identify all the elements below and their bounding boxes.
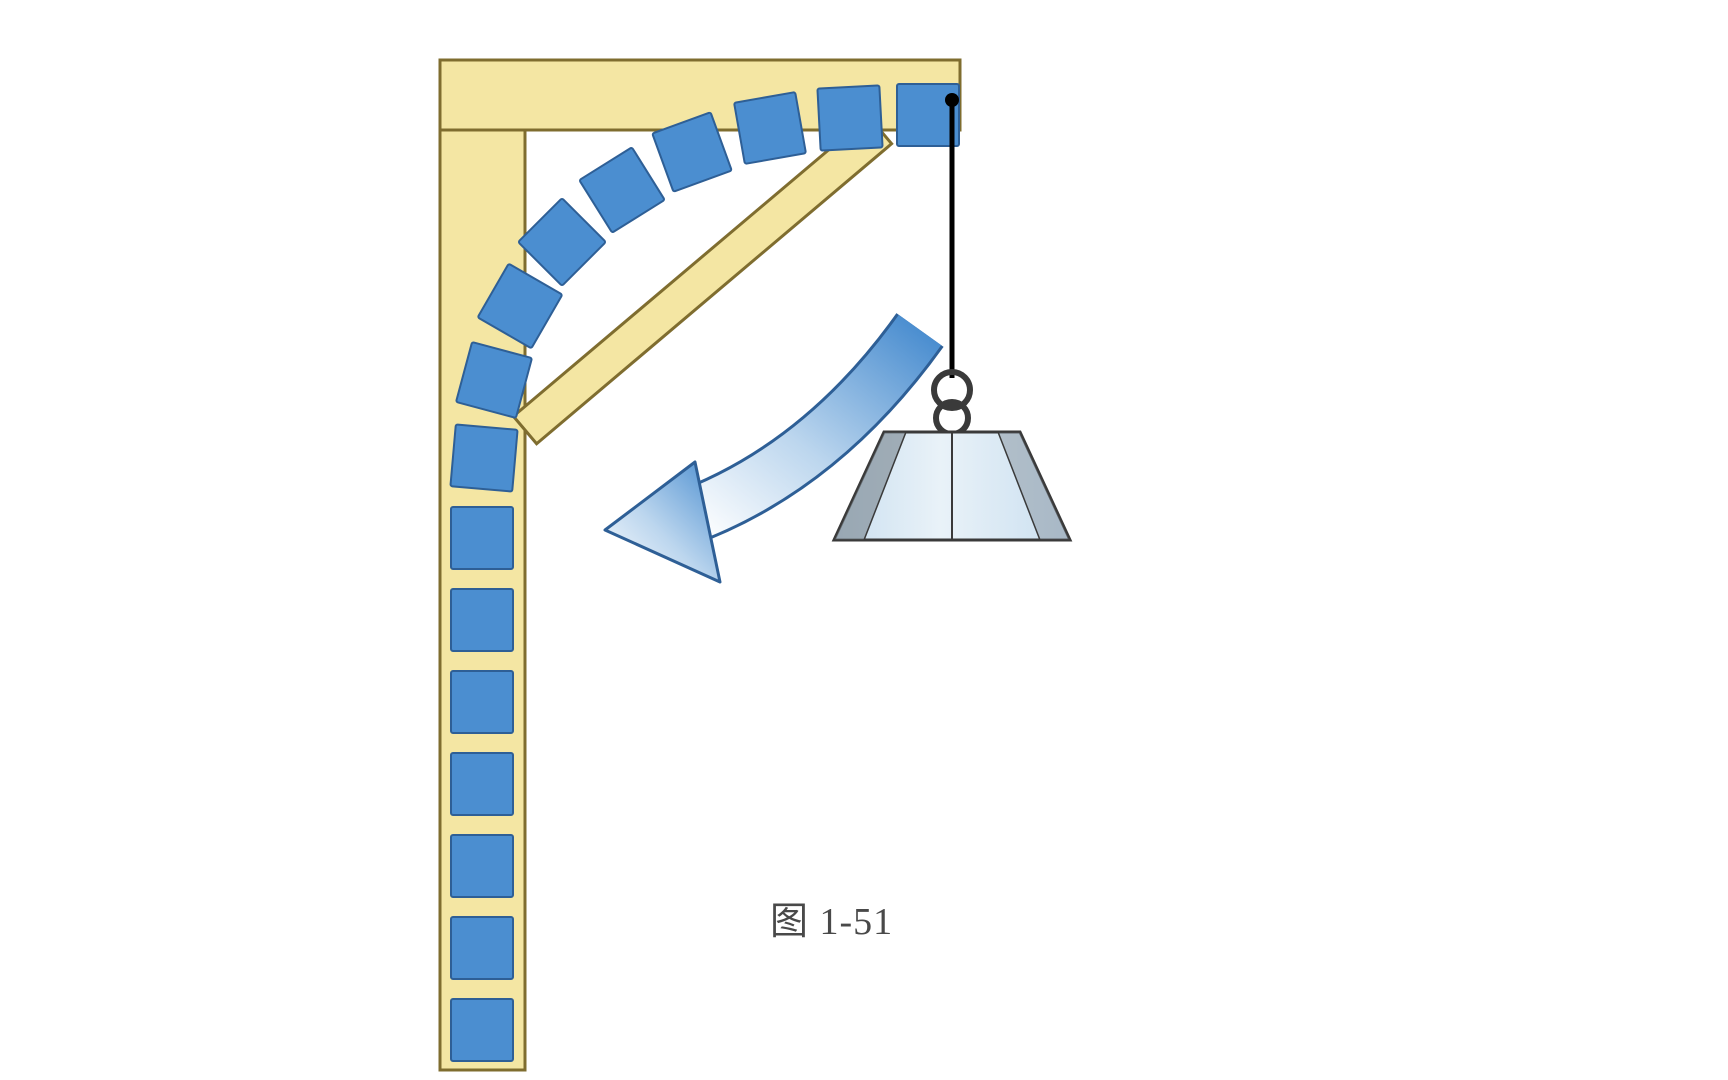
strobe-block <box>734 92 806 164</box>
figure-caption: 图 1-51 <box>770 890 893 945</box>
strobe-block <box>518 198 606 286</box>
strobe-block <box>451 835 513 897</box>
strobe-block <box>579 147 664 232</box>
pivot-point <box>945 93 959 107</box>
strobe-block <box>451 999 513 1061</box>
strobe-block <box>451 589 513 651</box>
strobe-block <box>451 917 513 979</box>
strobe-block <box>817 85 882 150</box>
strobe-block <box>451 507 513 569</box>
strobe-block <box>451 753 513 815</box>
strobe-block <box>451 671 513 733</box>
strobe-block <box>450 424 517 491</box>
diagram-canvas: 图 1-51 <box>0 0 1728 1080</box>
